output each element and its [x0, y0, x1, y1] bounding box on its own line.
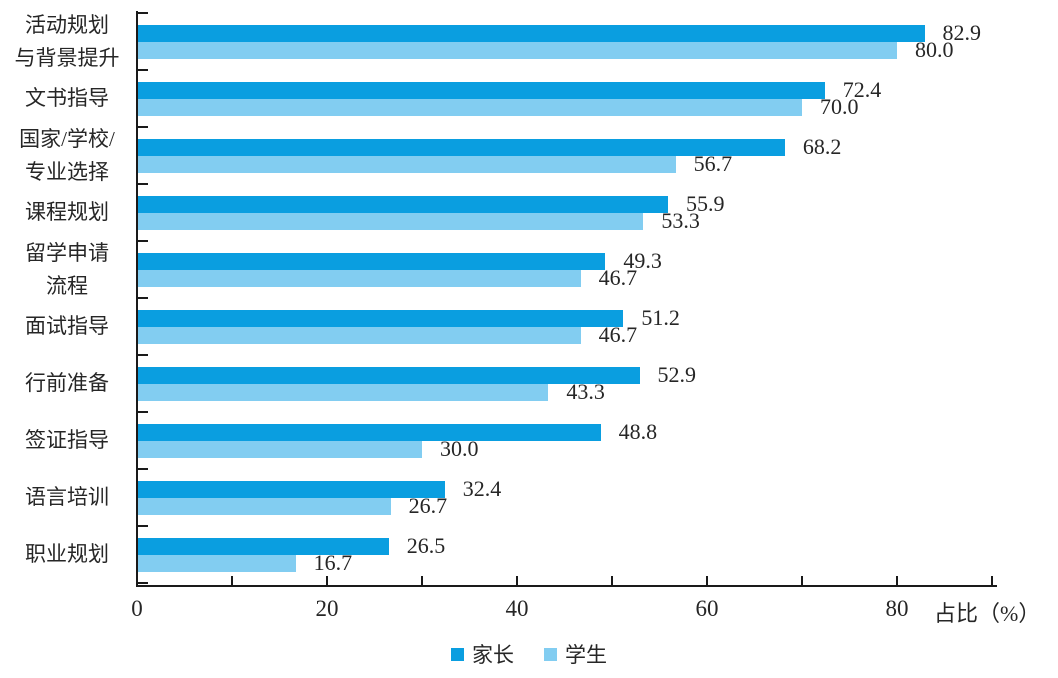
x-axis-tick: [231, 576, 233, 585]
legend-label-parent: 家长: [472, 643, 514, 667]
bar-parent: [137, 81, 825, 99]
bar-parent: [137, 24, 925, 42]
value-label-parent: 26.5: [406, 533, 446, 558]
y-axis-tick: [137, 525, 148, 527]
category-label: 职业规划: [25, 542, 109, 566]
category-label: 留学申请 流程: [25, 240, 109, 298]
bar-parent: [137, 537, 389, 555]
x-axis-tick: [991, 576, 993, 585]
x-axis-tick: [706, 576, 708, 585]
legend-swatch-student: [544, 647, 557, 661]
category-label: 活动规划 与背景提升: [14, 12, 120, 70]
value-label-parent: 68.2: [802, 134, 842, 159]
y-axis-tick: [137, 582, 148, 584]
value-label-student: 56.7: [693, 151, 733, 176]
category-label: 行前准备: [25, 371, 109, 395]
bar-parent: [137, 366, 640, 384]
y-axis-tick: [137, 12, 148, 14]
x-axis-title: 占比（%）: [934, 601, 1041, 626]
value-label-student: 26.7: [408, 493, 448, 518]
legend: 家长 学生: [0, 639, 1058, 669]
legend-label-student: 学生: [565, 643, 607, 667]
value-label-student: 46.7: [598, 265, 638, 290]
bar-student: [137, 98, 802, 116]
bar-student: [137, 383, 549, 401]
value-label-parent: 49.3: [623, 248, 662, 273]
x-tick-label: 40: [505, 596, 529, 621]
legend-item-parent: 家长: [451, 639, 514, 669]
y-axis-tick: [137, 411, 148, 413]
bar-student: [137, 326, 581, 344]
x-axis-tick: [326, 576, 328, 585]
bar-parent: [137, 423, 601, 441]
value-label-parent: 48.8: [618, 419, 658, 444]
y-axis-tick: [137, 183, 148, 185]
x-axis-tick: [421, 576, 423, 585]
y-axis-line: [136, 11, 138, 587]
bar-parent: [137, 138, 785, 156]
category-label: 语言培训: [25, 485, 109, 509]
value-label-parent: 52.9: [657, 362, 697, 387]
value-label-student: 46.7: [598, 322, 638, 347]
category-label: 签证指导: [25, 428, 109, 452]
value-label-parent: 51.2: [641, 305, 680, 330]
value-label-parent: 32.4: [462, 476, 502, 501]
category-label: 面试指导: [25, 314, 109, 338]
category-label: 文书指导: [25, 86, 109, 110]
bar-student: [137, 212, 644, 230]
bar-parent: [137, 252, 606, 270]
x-tick-label: 20: [315, 596, 339, 621]
bar-student: [137, 497, 391, 515]
x-axis-tick: [516, 576, 518, 585]
category-label: 课程规划: [25, 200, 109, 224]
x-axis-line: [136, 585, 997, 587]
bar-student: [137, 155, 676, 173]
value-label-student: 43.3: [566, 379, 605, 404]
value-label-parent: 82.9: [942, 20, 982, 45]
legend-item-student: 学生: [544, 639, 607, 669]
x-axis-tick: [896, 576, 898, 585]
x-tick-label: 80: [885, 596, 909, 621]
y-axis-tick: [137, 240, 148, 242]
value-label-student: 30.0: [440, 436, 479, 461]
category-label: 国家/学校/ 专业选择: [19, 126, 115, 184]
x-axis-tick: [801, 576, 803, 585]
value-label-student: 80.0: [915, 37, 954, 62]
y-axis-tick: [137, 69, 148, 71]
bar-parent: [137, 195, 669, 213]
legend-swatch-parent: [451, 647, 464, 661]
value-label-student: 16.7: [313, 550, 353, 575]
y-axis-tick: [137, 468, 148, 470]
value-label-parent: 72.4: [842, 77, 882, 102]
x-tick-label: 60: [695, 596, 719, 621]
value-label-parent: 55.9: [686, 191, 725, 216]
bar-parent: [137, 480, 445, 498]
x-axis-tick: [611, 576, 613, 585]
bar-parent: [137, 309, 624, 327]
value-label-student: 70.0: [820, 94, 859, 119]
x-tick-label: 0: [131, 596, 143, 621]
bar-student: [137, 269, 581, 287]
bar-student: [137, 41, 897, 59]
y-axis-tick: [137, 354, 148, 356]
bar-student: [137, 554, 296, 572]
y-axis-tick: [137, 297, 148, 299]
bar-student: [137, 440, 422, 458]
y-axis-tick: [137, 126, 148, 128]
value-label-student: 53.3: [661, 208, 700, 233]
